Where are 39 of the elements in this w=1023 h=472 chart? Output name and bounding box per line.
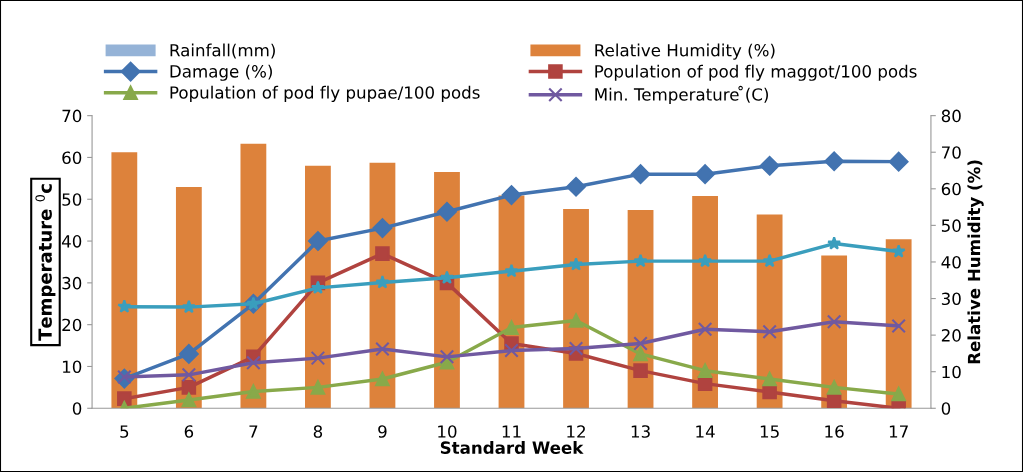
legend-label: Rainfall(mm) — [170, 43, 275, 59]
legend-label: Damage (%) — [170, 64, 272, 81]
x-tick-label: 12 — [567, 425, 585, 438]
x-tick-label: 7 — [249, 425, 258, 438]
x-tick-label: 8 — [313, 425, 323, 438]
x-tick-label: 16 — [825, 425, 844, 438]
x-tick-label: 14 — [696, 425, 715, 438]
y2-tick-label: 0 — [941, 402, 951, 415]
legend-label: Population of pod fly maggot/100 pods — [595, 64, 917, 81]
y-tick-label: 20 — [62, 318, 82, 332]
x-tick-label: 15 — [760, 425, 779, 438]
x-tick-label: 9 — [378, 425, 387, 438]
legend-label: Relative Humidity (%) — [595, 43, 775, 60]
y2-tick-label: 30 — [941, 292, 961, 306]
y-tick-label: 60 — [62, 151, 82, 165]
y-tick-label: 50 — [62, 193, 82, 206]
legend-label: Population of pod fly pupae/100 pods — [170, 85, 480, 102]
x-tick-label: 5 — [120, 425, 129, 438]
y-tick-label: 40 — [61, 235, 82, 248]
y2-tick-label: 20 — [941, 329, 961, 342]
y-tick-label: 30 — [62, 276, 82, 290]
y2-axis-title: Relative Humidity (%) — [967, 160, 984, 364]
x-tick-label: 13 — [631, 425, 650, 438]
legend-label: Min. Temperature ̊(C) — [595, 85, 768, 104]
y2-tick-label: 40 — [941, 255, 961, 269]
y-tick-label: 0 — [72, 402, 82, 415]
x-tick-label: 10 — [438, 425, 457, 438]
y2-tick-label: 80 — [941, 109, 961, 123]
y2-tick-label: 10 — [942, 365, 961, 379]
x-axis-title: Standard Week — [440, 441, 584, 454]
x-tick-label: 6 — [184, 425, 194, 438]
y2-tick-label: 50 — [941, 219, 961, 232]
y2-tick-label: 60 — [941, 182, 961, 196]
y-axis-title: Temperature $^{0}$c — [35, 184, 56, 341]
y2-tick-label: 70 — [942, 146, 961, 159]
y-tick-label: 10 — [62, 360, 82, 374]
x-tick-label: 11 — [502, 425, 521, 438]
x-tick-label: 17 — [889, 425, 908, 438]
y-tick-label: 70 — [62, 109, 82, 123]
